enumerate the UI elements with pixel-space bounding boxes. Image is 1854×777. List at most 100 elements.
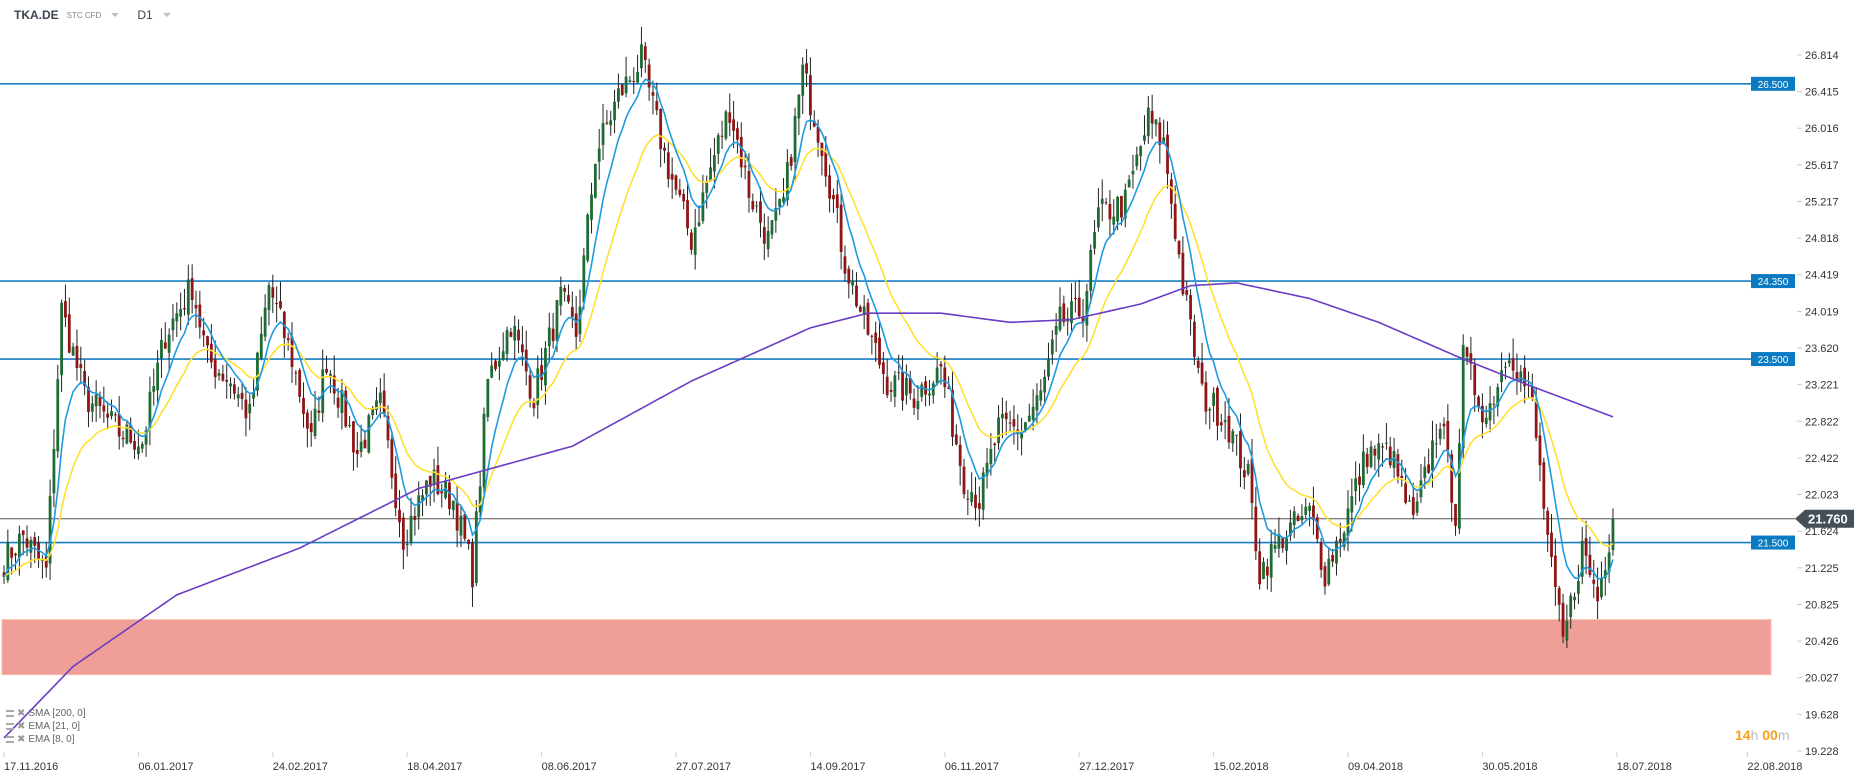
candle-bull xyxy=(1342,533,1346,547)
settings-icon[interactable] xyxy=(6,723,14,730)
y-tick-label: 23.221 xyxy=(1805,380,1839,392)
candle-bear xyxy=(1511,358,1515,371)
candle-bull xyxy=(1058,306,1062,330)
candle-bear xyxy=(440,491,444,494)
candle-bull xyxy=(451,500,455,511)
candle-bear xyxy=(874,332,878,343)
settings-icon[interactable] xyxy=(6,710,14,717)
candle-bear xyxy=(866,302,870,335)
candle-bear xyxy=(1189,295,1192,320)
candle-bull xyxy=(989,448,993,465)
candle-bull xyxy=(905,377,908,396)
candle-bull xyxy=(348,424,351,426)
candle-bear xyxy=(843,256,847,274)
y-tick-label: 24.419 xyxy=(1805,270,1839,282)
y-tick-label: 23.620 xyxy=(1805,343,1839,355)
candle-bear xyxy=(663,147,666,151)
candle-bear xyxy=(1193,321,1196,357)
candle-bull xyxy=(1392,451,1396,469)
candle-bear xyxy=(958,444,962,466)
candle-bear xyxy=(828,175,831,199)
candle-bull xyxy=(41,560,44,562)
candle-bear xyxy=(647,64,651,88)
support-zone xyxy=(1,619,1772,676)
candle-bear xyxy=(1219,422,1223,426)
x-tick-label: 15.02.2018 xyxy=(1214,761,1269,773)
candle-bull xyxy=(1001,413,1004,419)
candle-bull xyxy=(1434,443,1438,445)
y-tick-label: 19.228 xyxy=(1805,746,1839,758)
candle-bull xyxy=(1047,359,1050,377)
candle-bear xyxy=(659,109,663,150)
candle-bear xyxy=(1008,422,1012,424)
candle-bear xyxy=(908,377,912,394)
settings-icon[interactable] xyxy=(6,736,14,743)
candle-bear xyxy=(286,338,290,341)
candle-bull xyxy=(497,360,501,367)
candle-bear xyxy=(1331,554,1335,562)
candle-bear xyxy=(1546,510,1550,535)
candle-bear xyxy=(413,516,417,520)
legend-item-ema21[interactable]: ✖ EMA [21, 0] xyxy=(6,720,86,733)
close-icon[interactable]: ✖ xyxy=(17,708,26,719)
x-tick-label: 30.05.2018 xyxy=(1482,761,1537,773)
close-icon[interactable]: ✖ xyxy=(17,734,26,745)
candle-bear xyxy=(1358,476,1361,485)
ema21-line xyxy=(3,134,1614,578)
candle-bull xyxy=(252,391,255,399)
candle-bear xyxy=(901,371,904,401)
level-label: 23.500 xyxy=(1758,355,1789,366)
y-tick-label: 19.628 xyxy=(1805,709,1839,721)
chevron-down-icon[interactable] xyxy=(162,13,171,17)
candle-bull xyxy=(1097,207,1100,228)
candle-bear xyxy=(655,100,659,111)
chevron-down-icon[interactable] xyxy=(111,13,120,17)
close-icon[interactable]: ✖ xyxy=(17,721,26,732)
candle-bear xyxy=(102,405,106,412)
candle-bear xyxy=(401,517,405,550)
y-tick-label: 22.822 xyxy=(1805,416,1839,428)
instrument-type-selector[interactable]: STC CFD xyxy=(66,10,102,20)
x-tick-label: 18.04.2017 xyxy=(407,761,462,773)
candle-bear xyxy=(939,363,943,367)
candle-bull xyxy=(1611,518,1615,551)
instrument-header: TKA.DE STC CFD D1 xyxy=(14,8,171,22)
candle-bear xyxy=(163,342,167,349)
legend-item-sma200[interactable]: ✖ SMA [200, 0] xyxy=(6,707,86,720)
candle-bear xyxy=(79,364,83,368)
candle-bear xyxy=(736,128,739,140)
candle-bear xyxy=(240,392,244,399)
candle-bull xyxy=(609,120,613,126)
candle-bull xyxy=(628,80,632,82)
candle-bear xyxy=(448,482,451,509)
legend-item-ema8[interactable]: ✖ EMA [8, 0] xyxy=(6,733,86,746)
candle-bull xyxy=(1131,170,1135,175)
candle-bear xyxy=(567,295,570,302)
symbol-label[interactable]: TKA.DE xyxy=(14,8,59,22)
level-label-box xyxy=(1751,274,1795,289)
candle-bull xyxy=(1143,135,1146,141)
candle-bull xyxy=(160,340,163,359)
candle-bear xyxy=(739,136,743,168)
candle-bull xyxy=(1484,417,1488,424)
timeframe-selector[interactable]: D1 xyxy=(137,8,153,22)
candle-bull xyxy=(935,367,939,384)
candle-bull xyxy=(797,94,801,119)
candle-bear xyxy=(325,368,328,373)
candle-bull xyxy=(1024,422,1027,430)
candle-bear xyxy=(117,413,121,437)
candle-bear xyxy=(816,126,820,143)
candle-bear xyxy=(1481,405,1484,423)
candle-bull xyxy=(774,208,778,221)
candle-bear xyxy=(751,201,755,210)
candle-bear xyxy=(190,278,194,300)
candle-bear xyxy=(1077,297,1081,317)
candle-bear xyxy=(1315,517,1319,539)
candle-bull xyxy=(1235,434,1239,436)
candle-bear xyxy=(943,367,947,388)
candle-bear xyxy=(206,336,209,346)
candle-bear xyxy=(363,439,367,449)
indicator-legend: ✖ SMA [200, 0] ✖ EMA [21, 0] ✖ EMA [8, 0] xyxy=(6,707,86,746)
candle-bull xyxy=(785,162,789,201)
